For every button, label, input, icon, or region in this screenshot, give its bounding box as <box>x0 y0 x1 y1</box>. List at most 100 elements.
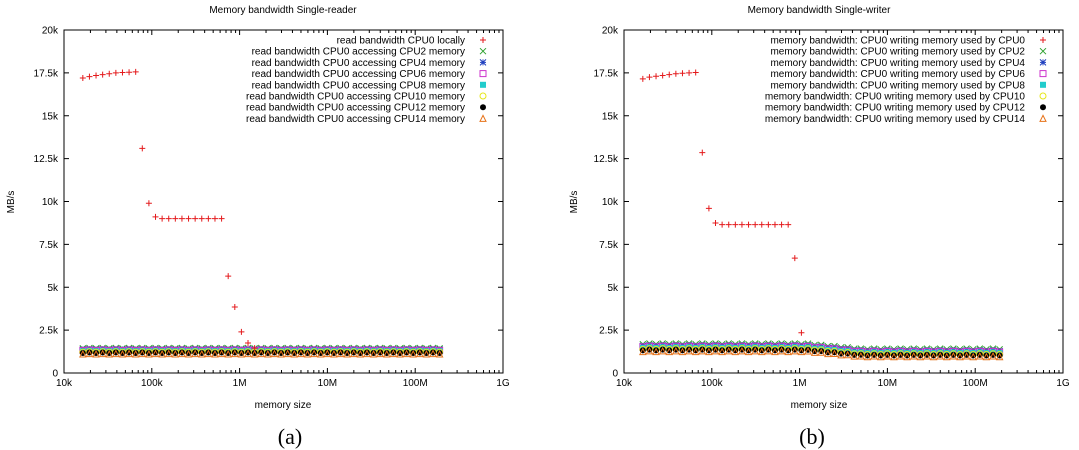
data-point <box>956 352 964 361</box>
data-point <box>192 215 199 222</box>
data-point <box>705 347 713 356</box>
data-point <box>903 352 911 361</box>
series-0 <box>639 69 805 336</box>
data-point <box>132 68 139 75</box>
panel-caption: (a) <box>278 424 302 449</box>
data-point <box>797 347 806 356</box>
data-point <box>422 349 431 358</box>
data-point <box>639 347 647 356</box>
legend-label: memory bandwidth: CPU0 writing memory us… <box>770 58 1025 69</box>
data-point <box>672 346 680 355</box>
data-point <box>890 352 898 361</box>
legend-label: memory bandwidth: CPU0 writing memory us… <box>770 80 1025 91</box>
data-point <box>125 349 133 358</box>
y-tick-label: 10k <box>602 197 619 208</box>
data-point <box>217 349 226 358</box>
data-point <box>277 349 285 358</box>
legend-label: read bandwidth CPU0 locally <box>337 36 465 47</box>
panel-caption: (b) <box>799 424 825 449</box>
legend-label: memory bandwidth: CPU0 writing memory us… <box>765 103 1026 114</box>
y-axis-label: MB/s <box>6 191 17 214</box>
x-tick-label: 1G <box>1056 378 1070 389</box>
data-point <box>699 149 706 156</box>
x-tick-label: 10M <box>318 378 337 389</box>
x-tick-label: 10M <box>878 378 897 389</box>
data-point <box>204 349 213 358</box>
data-point <box>645 346 654 355</box>
y-tick-label: 17.5k <box>34 68 59 79</box>
data-point <box>857 351 865 360</box>
y-tick-label: 20k <box>602 26 619 37</box>
y-tick-label: 5k <box>47 283 59 294</box>
x-tick-label: 10k <box>56 378 73 389</box>
data-point <box>250 349 259 358</box>
data-point <box>916 352 925 361</box>
data-point <box>732 221 739 228</box>
data-point <box>396 349 404 358</box>
data-point <box>409 349 418 358</box>
data-point <box>712 219 719 226</box>
data-point <box>850 351 859 360</box>
legend-label: read bandwidth CPU0 accessing CPU4 memor… <box>252 58 465 69</box>
data-point <box>158 349 166 358</box>
panel-b: Memory bandwidth Single-writer MB/s memo… <box>569 5 1070 449</box>
data-point <box>791 255 798 262</box>
data-point <box>824 349 832 358</box>
data-point <box>93 72 100 79</box>
legend-marker <box>1040 81 1046 88</box>
data-point <box>804 346 812 355</box>
legend-label: read bandwidth CPU0 accessing CPU2 memor… <box>252 47 465 58</box>
data-point <box>343 349 351 358</box>
data-point <box>745 221 752 228</box>
data-point <box>244 349 252 358</box>
y-tick-label: 10k <box>42 197 59 208</box>
data-point <box>771 221 778 228</box>
data-point <box>705 205 712 212</box>
data-point <box>830 349 839 358</box>
y-tick-label: 2.5k <box>39 326 59 337</box>
x-tick-label: 100M <box>403 378 428 389</box>
data-point <box>152 213 159 220</box>
data-point <box>685 346 693 355</box>
data-point <box>92 349 100 358</box>
data-point <box>98 349 107 358</box>
legend-marker <box>479 92 487 100</box>
data-point <box>686 69 693 76</box>
data-point <box>184 349 193 358</box>
chart-title: Memory bandwidth Single-writer <box>748 5 892 16</box>
data-point <box>257 349 266 358</box>
data-point <box>883 351 892 360</box>
data-point <box>106 70 113 77</box>
data-point <box>178 215 185 222</box>
data-point <box>238 328 245 335</box>
data-point <box>778 221 785 228</box>
data-point <box>138 349 147 358</box>
data-point <box>752 221 759 228</box>
data-point <box>139 145 146 152</box>
y-tick-label: 12.5k <box>34 154 59 165</box>
series-7 <box>639 346 1004 361</box>
legend-marker <box>479 47 487 55</box>
data-point <box>659 72 666 79</box>
data-point <box>191 349 199 358</box>
data-point <box>112 69 119 76</box>
data-point <box>382 349 391 358</box>
data-point <box>356 349 365 358</box>
data-point <box>798 329 805 336</box>
x-tick-label: 1M <box>233 378 247 389</box>
data-point <box>969 352 978 361</box>
data-point <box>79 75 86 82</box>
x-tick-label: 1M <box>793 378 807 389</box>
data-point <box>197 349 206 358</box>
data-point <box>330 349 338 358</box>
data-point <box>310 349 318 358</box>
data-point <box>718 347 726 356</box>
data-point <box>112 349 120 358</box>
data-point <box>738 221 745 228</box>
data-point <box>172 215 179 222</box>
y-tick-label: 20k <box>42 26 59 37</box>
legend-marker <box>480 104 486 111</box>
data-point <box>131 349 140 358</box>
data-point <box>336 349 345 358</box>
